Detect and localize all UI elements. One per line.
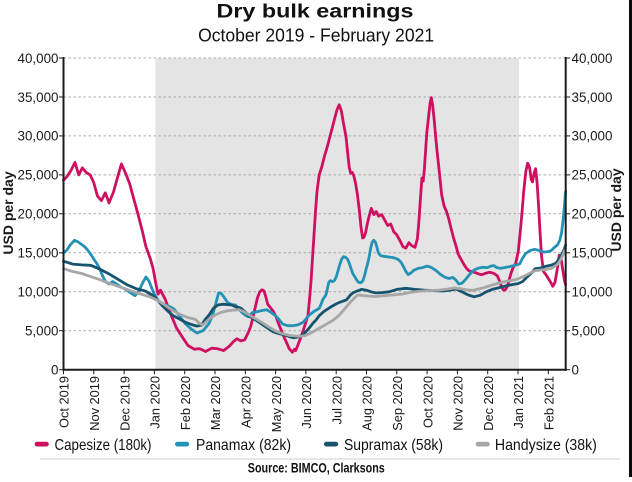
svg-text:35,000: 35,000 [18, 90, 59, 105]
svg-text:15,000: 15,000 [572, 246, 613, 261]
svg-text:Supramax (58k): Supramax (58k) [344, 437, 443, 454]
svg-text:10,000: 10,000 [572, 285, 613, 300]
svg-text:10,000: 10,000 [18, 285, 59, 300]
svg-text:Dec 2020: Dec 2020 [481, 376, 496, 431]
svg-text:USD per day: USD per day [608, 168, 624, 251]
svg-text:15,000: 15,000 [18, 246, 59, 261]
svg-text:Jan 2020: Jan 2020 [148, 376, 163, 429]
svg-text:0: 0 [572, 363, 579, 378]
svg-text:May 2020: May 2020 [269, 376, 284, 432]
svg-text:Nov 2019: Nov 2019 [87, 376, 102, 431]
svg-text:Sep 2020: Sep 2020 [390, 376, 405, 431]
svg-text:20,000: 20,000 [572, 207, 613, 222]
svg-text:Nov 2020: Nov 2020 [451, 376, 466, 431]
svg-text:Capesize (180k): Capesize (180k) [55, 437, 152, 454]
svg-text:Source: BIMCO, Clarksons: Source: BIMCO, Clarksons [248, 460, 385, 476]
svg-text:Dec 2019: Dec 2019 [117, 376, 132, 431]
svg-text:Mar 2020: Mar 2020 [208, 376, 223, 430]
svg-text:Jul 2020: Jul 2020 [329, 376, 344, 424]
svg-text:Jan 2021: Jan 2021 [511, 376, 526, 429]
svg-text:Handysize (38k): Handysize (38k) [495, 437, 597, 454]
svg-text:25,000: 25,000 [18, 168, 59, 183]
svg-text:USD per day: USD per day [0, 171, 16, 254]
svg-text:40,000: 40,000 [18, 51, 59, 66]
svg-text:0: 0 [51, 363, 58, 378]
svg-text:35,000: 35,000 [572, 90, 613, 105]
svg-text:30,000: 30,000 [18, 129, 59, 144]
svg-text:Jun 2020: Jun 2020 [299, 376, 314, 429]
svg-text:Panamax (82k): Panamax (82k) [196, 437, 291, 454]
svg-text:Feb 2020: Feb 2020 [178, 376, 193, 430]
svg-text:5,000: 5,000 [572, 324, 606, 339]
svg-text:Oct 2019: Oct 2019 [57, 376, 72, 428]
svg-text:20,000: 20,000 [18, 207, 59, 222]
svg-text:Aug 2020: Aug 2020 [360, 376, 375, 431]
svg-text:Feb 2021: Feb 2021 [542, 376, 557, 430]
svg-text:30,000: 30,000 [572, 129, 613, 144]
svg-text:October 2019 - February 2021: October 2019 - February 2021 [198, 24, 434, 45]
svg-text:5,000: 5,000 [25, 324, 59, 339]
svg-text:40,000: 40,000 [572, 51, 613, 66]
svg-text:Oct 2020: Oct 2020 [420, 376, 435, 428]
svg-text:Apr 2020: Apr 2020 [239, 376, 254, 428]
svg-text:25,000: 25,000 [572, 168, 613, 183]
svg-text:Dry bulk earnings: Dry bulk earnings [217, 1, 414, 23]
